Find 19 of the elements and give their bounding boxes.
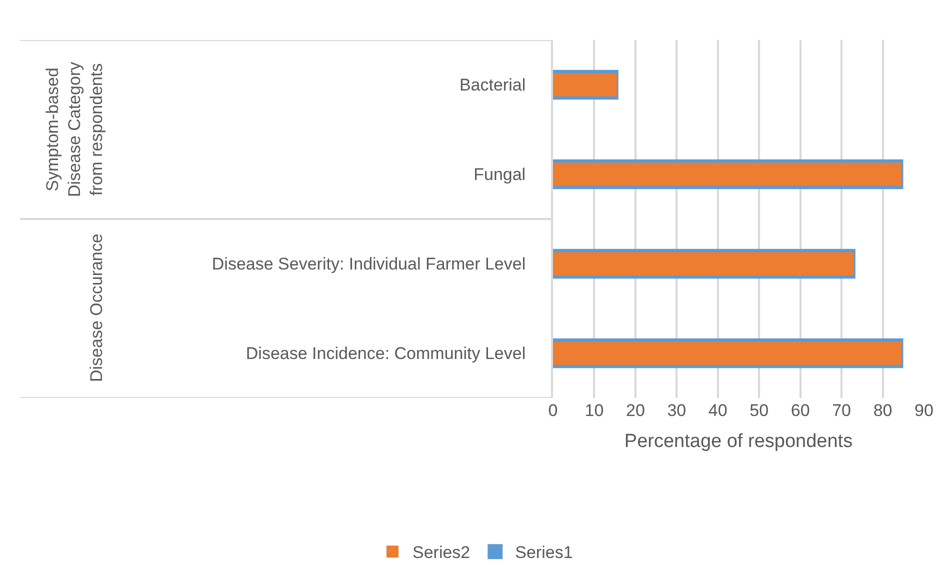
y-tick-label: Disease Incidence: Community Level [246,344,526,364]
x-tick-label: 30 [667,401,686,420]
x-axis-title: Percentage of respondents [624,430,853,452]
y-tick-label: Disease Severity: Individual Farmer Level [212,254,526,274]
x-tick-label: 80 [873,401,892,420]
y-tick-label: Fungal [474,165,526,184]
x-tick-label: 70 [832,401,852,420]
x-tick-label: 60 [790,401,810,420]
text: Symptom-based Disease Category from respondents [43,61,106,197]
x-tick-label: 50 [750,401,769,420]
legend-label: Series2 [412,543,470,562]
text: Disease Occurance [87,234,106,382]
x-tick-label: 90 [914,401,934,420]
legend-label: Series1 [515,543,573,562]
x-tick-label: 10 [584,401,604,420]
x-tick-label: 40 [708,401,728,420]
x-tick-label: 20 [626,401,645,420]
x-tick-label: 0 [548,401,558,420]
y-tick-label: Bacterial [459,76,526,95]
